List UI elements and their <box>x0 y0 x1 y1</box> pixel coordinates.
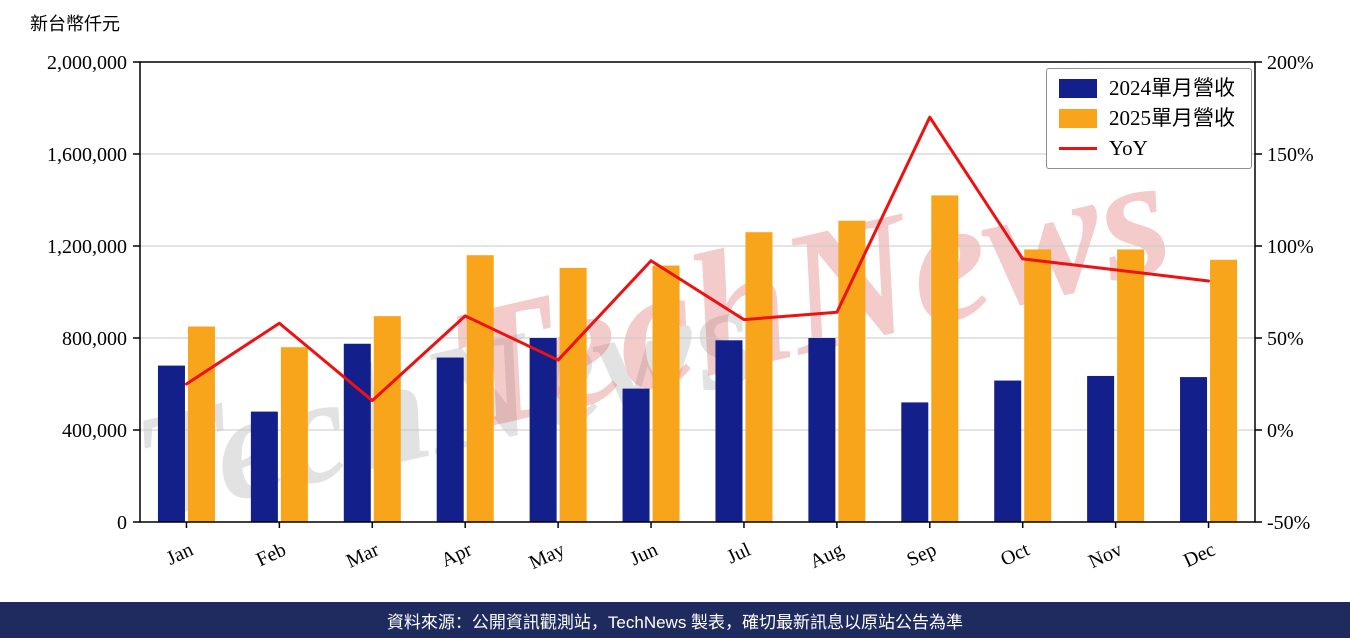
bar-2025-Jul <box>745 232 773 522</box>
bar-2024-Mar <box>343 343 371 522</box>
right-tick-label: 50% <box>1267 328 1304 350</box>
bar-2024-Apr <box>436 357 464 522</box>
bar-2025-May <box>559 267 587 522</box>
bar-2025-Jan <box>187 326 215 522</box>
bar-2025-Jun <box>652 265 680 522</box>
bar-2024-May <box>529 338 557 522</box>
footer-source-text: 資料來源：公開資訊觀測站，TechNews 製表，確切最新訊息以原站公告為準 <box>386 612 964 632</box>
legend-color-2024-icon <box>1059 79 1097 99</box>
x-tick-label-May: May <box>526 539 569 574</box>
bar-2025-Aug <box>838 220 866 522</box>
legend-item-2024: 2024單月營收 <box>1059 76 1235 100</box>
bar-2025-Nov <box>1117 249 1145 522</box>
bar-2025-Mar <box>373 316 401 522</box>
bar-2024-Oct <box>994 380 1022 522</box>
bar-2024-Dec <box>1180 377 1208 522</box>
x-tick-label-Nov: Nov <box>1085 539 1126 573</box>
bars-2024 <box>157 338 1208 522</box>
legend-color-2025-icon <box>1059 109 1097 129</box>
right-tick-label: 150% <box>1267 144 1314 166</box>
yoy-line <box>184 115 1211 403</box>
legend-line-yoy-icon <box>1059 147 1097 151</box>
bars-2025 <box>187 195 1238 522</box>
left-tick-label: 0 <box>117 512 127 534</box>
plot-border <box>139 61 1256 523</box>
chart-legend: 2024單月營收 2025單月營收 YoY <box>1046 68 1252 170</box>
right-tick-label: -50% <box>1267 512 1310 534</box>
x-tick-label-Feb: Feb <box>253 539 289 572</box>
bar-2024-Jul <box>715 340 743 522</box>
x-tick-label-Oct: Oct <box>997 538 1033 570</box>
x-tick-label-Aug: Aug <box>806 539 847 573</box>
bar-2024-Sep <box>901 402 929 522</box>
bar-2025-Sep <box>931 195 959 522</box>
bar-2025-Feb <box>280 347 308 522</box>
x-tick-label-Jun: Jun <box>627 539 661 571</box>
footer-bar: 資料來源：公開資訊觀測站，TechNews 製表，確切最新訊息以原站公告為準 <box>0 602 1350 638</box>
left-tick-label: 1,200,000 <box>47 236 127 258</box>
legend-label-yoy: YoY <box>1109 136 1148 161</box>
left-tick-label: 2,000,000 <box>47 52 127 74</box>
x-tick-label-Dec: Dec <box>1180 539 1219 573</box>
left-tick-label: 800,000 <box>62 328 127 350</box>
x-tick-label-Mar: Mar <box>343 538 383 572</box>
right-tick-label: 100% <box>1267 236 1314 258</box>
left-tick-label: 1,600,000 <box>47 144 127 166</box>
legend-item-yoy: YoY <box>1059 137 1235 160</box>
x-tick-label-Sep: Sep <box>903 539 939 572</box>
bar-2024-Nov <box>1087 375 1115 522</box>
legend-label-2024: 2024單月營收 <box>1109 76 1235 100</box>
right-tick-label: 200% <box>1267 52 1314 74</box>
right-tick-label: 0% <box>1267 420 1294 442</box>
bar-2024-Jun <box>622 388 650 522</box>
legend-item-2025: 2025單月營收 <box>1059 106 1235 131</box>
bar-2024-Jan <box>157 365 185 522</box>
left-axis-unit-label: 新台幣仟元 <box>30 14 120 34</box>
legend-label-2025: 2025單月營收 <box>1109 106 1235 131</box>
left-tick-label: 400,000 <box>62 420 127 442</box>
bar-2024-Aug <box>808 338 836 522</box>
bar-2025-Oct <box>1024 249 1052 522</box>
bar-2024-Feb <box>250 411 278 522</box>
x-tick-label-Apr: Apr <box>438 538 476 571</box>
x-tick-label-Jul: Jul <box>724 538 755 568</box>
bar-2025-Dec <box>1210 259 1238 522</box>
bar-2025-Apr <box>466 255 494 522</box>
